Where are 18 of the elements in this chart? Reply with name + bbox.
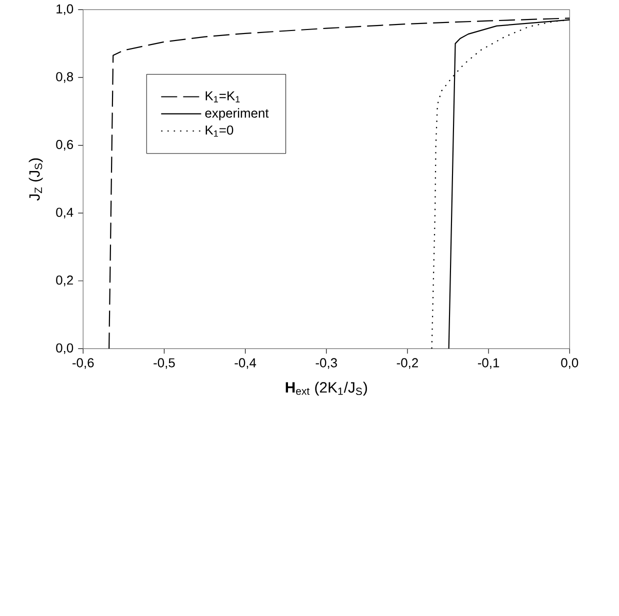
y-tick-label: 0,8 [56, 72, 74, 83]
y-tick-label: 0,4 [56, 207, 74, 218]
x-tick-label: -0,4 [234, 358, 256, 369]
x-tick-label: -0,3 [316, 358, 337, 369]
y-tick-label: 0,2 [56, 275, 73, 286]
legend-label: K$_{1}$=0 [206, 125, 234, 136]
y-tick-label: 0,6 [56, 140, 74, 150]
x-tick-label: -0,2 [396, 358, 418, 369]
legend-label: experiment [205, 108, 269, 120]
x-axis-title: H$_{ext}$ (2K$_{1}$/J$_{S}$) [286, 381, 367, 396]
x-tick-label: -0,5 [154, 358, 175, 369]
legend-label: K$_{1}$=K$_{1}$ [206, 91, 240, 102]
x-tick-label: -0,1 [478, 358, 500, 369]
y-tick-label: 1,0 [56, 4, 74, 15]
x-tick-label: 0,0 [561, 358, 578, 369]
y-axis-title: J$_{Z}$ (J$_{S}$) [28, 158, 43, 200]
y-tick-label: 0,0 [56, 343, 74, 354]
x-tick-label: -0,6 [72, 358, 94, 369]
